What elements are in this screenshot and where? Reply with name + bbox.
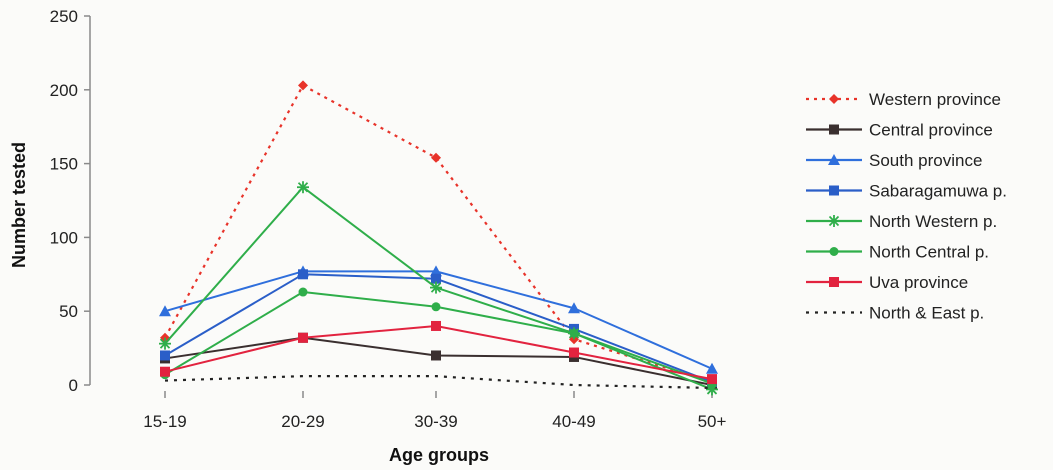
x-tick-label: 20-29 — [281, 412, 324, 431]
x-axis-ticks: 15-19 20-29 30-39 40-49 50+ — [143, 391, 726, 431]
data-point-circle-marker — [829, 247, 839, 256]
y-tick-label: 100 — [50, 228, 78, 247]
data-point-circle-marker — [431, 302, 441, 312]
data-point-star-marker — [159, 337, 171, 350]
legend-label: Sabaragamuwa p. — [869, 182, 1007, 201]
x-tick-label: 15-19 — [143, 412, 186, 431]
data-point-triangle-marker — [568, 302, 580, 314]
data-point-square-marker — [298, 332, 308, 343]
legend-label: North Central p. — [869, 243, 989, 262]
series-layer — [159, 80, 718, 396]
legend-item: Western province — [806, 90, 1001, 109]
series-line — [164, 84, 713, 384]
data-point-star-marker — [297, 181, 309, 194]
data-point-diamond-marker — [298, 80, 308, 91]
data-point-square-marker — [160, 366, 170, 377]
series-5 — [160, 287, 717, 389]
legend-item: North & East p. — [806, 304, 984, 323]
legend-label: South province — [869, 151, 982, 170]
data-point-triangle-marker — [159, 305, 171, 317]
y-axis-ticks: 0 50 100 150 200 250 — [50, 7, 90, 395]
legend-label: Uva province — [869, 273, 968, 292]
data-point-square-marker — [829, 124, 839, 135]
data-point-square-marker — [569, 347, 579, 358]
data-point-square-marker — [431, 320, 441, 331]
series-0 — [160, 80, 717, 388]
legend-label: North & East p. — [869, 304, 984, 323]
series-6 — [160, 320, 717, 385]
series-1 — [160, 332, 717, 390]
x-tick-label: 40-49 — [552, 412, 595, 431]
legend-label: North Western p. — [869, 212, 997, 231]
legend-item: Sabaragamuwa p. — [806, 182, 1007, 201]
data-point-square-marker — [707, 374, 717, 385]
y-axis-title: Number tested — [9, 142, 29, 268]
data-point-square-marker — [431, 350, 441, 361]
data-point-diamond-marker — [829, 94, 839, 104]
x-axis-title: Age groups — [389, 445, 489, 465]
data-point-square-marker — [160, 350, 170, 361]
data-point-square-marker — [431, 273, 441, 284]
y-tick-label: 250 — [50, 7, 78, 26]
legend: Western province Central province South pr… — [806, 90, 1007, 323]
data-point-square-marker — [829, 185, 839, 196]
legend-item: North Western p. — [806, 212, 997, 231]
legend-item: Uva province — [806, 273, 968, 292]
data-point-circle-marker — [569, 328, 579, 338]
legend-item: North Central p. — [806, 243, 989, 262]
legend-label: Central province — [869, 121, 993, 140]
data-point-triangle-marker — [430, 265, 442, 277]
data-point-triangle-marker — [828, 154, 840, 165]
series-line — [164, 375, 713, 390]
y-tick-label: 150 — [50, 155, 78, 174]
legend-item: Central province — [806, 121, 993, 140]
legend-item: South province — [806, 151, 982, 170]
data-point-circle-marker — [298, 287, 308, 297]
data-point-diamond-marker — [431, 152, 441, 163]
data-point-star-marker — [430, 281, 442, 294]
y-tick-label: 50 — [59, 302, 78, 321]
data-point-square-marker — [298, 269, 308, 280]
data-point-square-marker — [829, 277, 839, 287]
x-tick-label: 30-39 — [414, 412, 457, 431]
data-point-triangle-marker — [706, 362, 718, 374]
y-tick-label: 200 — [50, 81, 78, 100]
y-tick-label: 0 — [69, 376, 78, 395]
series-7 — [164, 375, 713, 390]
legend-label: Western province — [869, 90, 1001, 109]
data-point-star-marker — [828, 215, 840, 227]
x-tick-label: 50+ — [698, 412, 727, 431]
